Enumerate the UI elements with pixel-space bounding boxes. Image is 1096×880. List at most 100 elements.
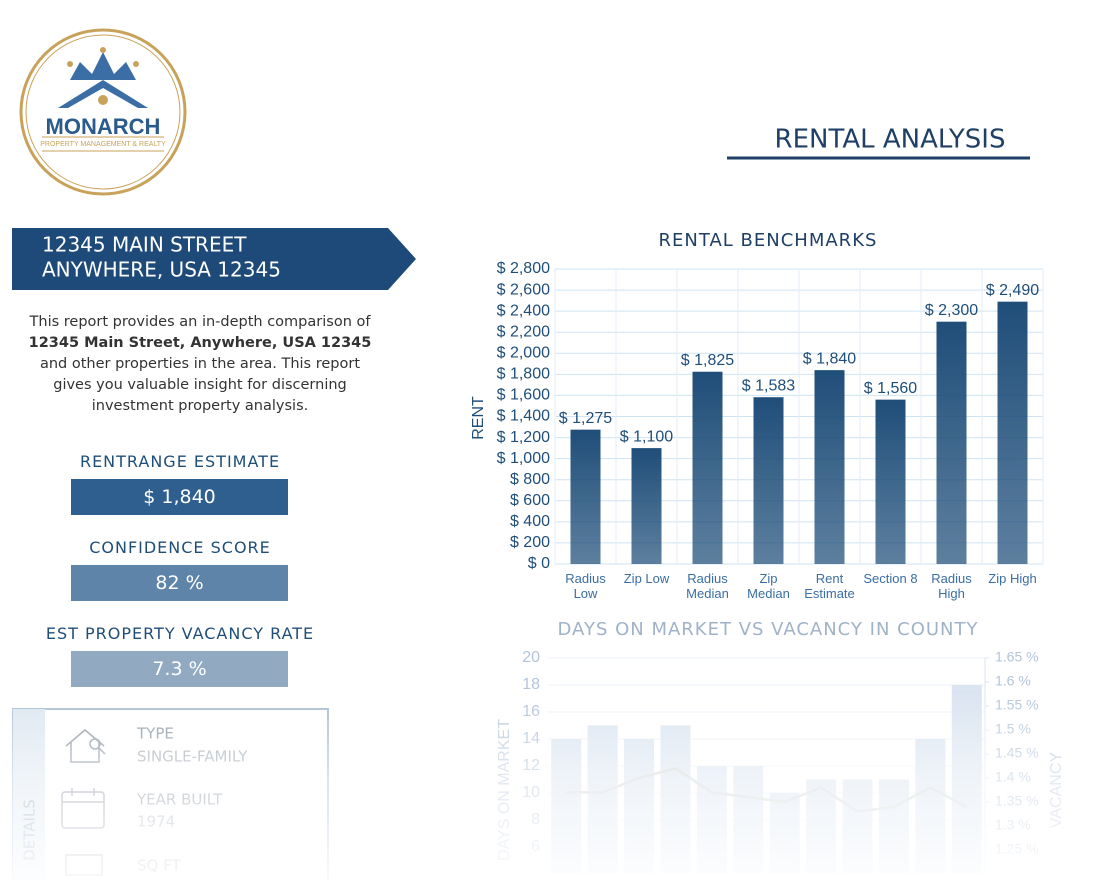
y-tick-label: $ 2,800 [497, 260, 550, 277]
logo-tagline: PROPERTY MANAGEMENT & REALTY [40, 141, 166, 148]
bar [814, 370, 845, 564]
y-tick-label: 6 [531, 838, 540, 855]
y-tick-label: 20 [522, 649, 540, 666]
y-axis-title: RENT [470, 396, 487, 440]
y-tick-label: 14 [522, 730, 540, 747]
bar [936, 321, 967, 564]
x-tick-label: Section 8 [863, 571, 918, 586]
y-tick-label: $ 400 [510, 513, 550, 530]
value-label: $ 1,275 [559, 410, 612, 427]
detail-label: TYPE [136, 725, 174, 743]
bar [696, 766, 727, 874]
y-tick-label: $ 600 [510, 492, 550, 509]
chart-title: DAYS ON MARKET VS VACANCY IN COUNTY [558, 619, 979, 640]
description-address: 12345 Main Street, Anywhere, USA 12345 [28, 335, 372, 351]
y2-tick-label: 1.35 % [995, 793, 1039, 809]
y2-tick-label: 1.25 % [995, 841, 1039, 857]
bar [951, 685, 982, 874]
address-banner [12, 228, 416, 290]
y2-tick-label: 1.6 % [995, 673, 1031, 689]
details-box: DETAILS TYPE SINGLE-FAMILY YEAR BUILT 19… [12, 708, 329, 880]
y-tick-label: $ 2,000 [497, 345, 550, 362]
detail-value: SINGLE-FAMILY [137, 748, 248, 766]
bar [842, 779, 873, 874]
y-tick-label: $ 1,200 [497, 429, 550, 446]
rental-benchmarks-chart: RENTAL BENCHMARKS RENT $ 0 $ 200 $ 400 $ 600 $… [470, 230, 1044, 572]
bar [570, 429, 601, 564]
bar [769, 793, 800, 874]
chart-title: RENTAL BENCHMARKS [659, 230, 878, 251]
bar [875, 399, 906, 564]
y-tick-label: $ 0 [528, 555, 550, 572]
bar [753, 397, 784, 564]
metric-value: 7.3 % [71, 651, 288, 687]
x-tick-label: Radius Median [686, 571, 729, 601]
bar [878, 779, 909, 874]
x-tick-label: Zip Median [747, 571, 790, 601]
value-label: $ 1,840 [803, 350, 856, 367]
y-tick-label: 16 [522, 703, 540, 720]
bar [660, 725, 691, 874]
y-tick-label: 12 [522, 757, 540, 774]
y2-tick-label: 1.45 % [995, 745, 1039, 761]
y-tick-label: $ 1,600 [497, 387, 550, 404]
details-title: DETAILS [21, 799, 39, 861]
metric-label: RENTRANGE ESTIMATE [79, 452, 281, 471]
detail-label: YEAR BUILT [136, 791, 223, 809]
bar [692, 371, 723, 564]
x-tick-label: Radius Low [565, 571, 606, 601]
y-tick-label: $ 2,200 [497, 323, 550, 340]
y-tick-label: 10 [522, 784, 540, 801]
y2-tick-label: 1.3 % [995, 817, 1031, 833]
detail-label: SQ FT [137, 857, 181, 875]
y-tick-label: $ 2,400 [497, 302, 550, 319]
y2-axis-title: VACANCY [1048, 752, 1065, 828]
logo-name: MONARCH [46, 114, 161, 139]
y-tick-label: $ 1,000 [497, 450, 550, 467]
bar [997, 301, 1028, 564]
description-text: This report provides an in-depth compari… [29, 314, 371, 330]
value-label: $ 1,825 [681, 352, 734, 369]
y2-tick-label: 1.65 % [995, 649, 1039, 665]
value-label: $ 2,300 [925, 302, 978, 319]
metric-label: CONFIDENCE SCORE [89, 538, 271, 557]
logo: MONARCH PROPERTY MANAGEMENT & REALTY [19, 28, 187, 196]
y-tick-label: $ 800 [510, 471, 550, 488]
bar [551, 739, 582, 874]
value-label: $ 1,560 [864, 380, 917, 397]
y2-tick-label: 1.55 % [995, 697, 1039, 713]
value-label: $ 2,490 [986, 282, 1039, 299]
bar [587, 725, 618, 874]
detail-value: 1974 [137, 813, 175, 831]
y-tick-label: $ 1,800 [497, 366, 550, 383]
bar [631, 448, 662, 564]
x-tick-label: Radius High [931, 571, 972, 601]
address-line: ANYWHERE, USA 12345 [42, 258, 281, 282]
address-line: 12345 MAIN STREET [42, 233, 247, 257]
y-tick-label: $ 2,600 [497, 281, 550, 298]
y-tick-label: 18 [522, 676, 540, 693]
y-tick-label: $ 1,400 [497, 408, 550, 425]
metric-value: 82 % [71, 565, 288, 601]
metric-label: EST PROPERTY VACANCY RATE [45, 624, 315, 643]
x-tick-label: Zip High [988, 571, 1037, 586]
y2-tick-label: 1.5 % [995, 721, 1031, 737]
description: This report provides an in-depth compari… [20, 312, 380, 417]
x-tick-label: Rent Estimate [804, 571, 855, 601]
bar [733, 766, 764, 874]
days-vacancy-chart: DAYS ON MARKET VS VACANCY IN COUNTY DAYS … [496, 619, 1065, 874]
bar [624, 739, 655, 874]
metric-value: $ 1,840 [71, 479, 288, 515]
description-text: and other properties in the area. This r… [39, 356, 361, 414]
x-tick-label: Zip Low [623, 571, 670, 586]
y-tick-label: $ 200 [510, 534, 550, 551]
bar [915, 739, 946, 874]
y-tick-label: 8 [531, 811, 540, 828]
value-label: $ 1,583 [742, 377, 795, 394]
page-title: RENTAL ANALYSIS [775, 125, 1006, 155]
y-axis-title: DAYS ON MARKET [496, 719, 513, 861]
y2-tick-label: 1.4 % [995, 769, 1031, 785]
value-label: $ 1,100 [620, 428, 673, 445]
